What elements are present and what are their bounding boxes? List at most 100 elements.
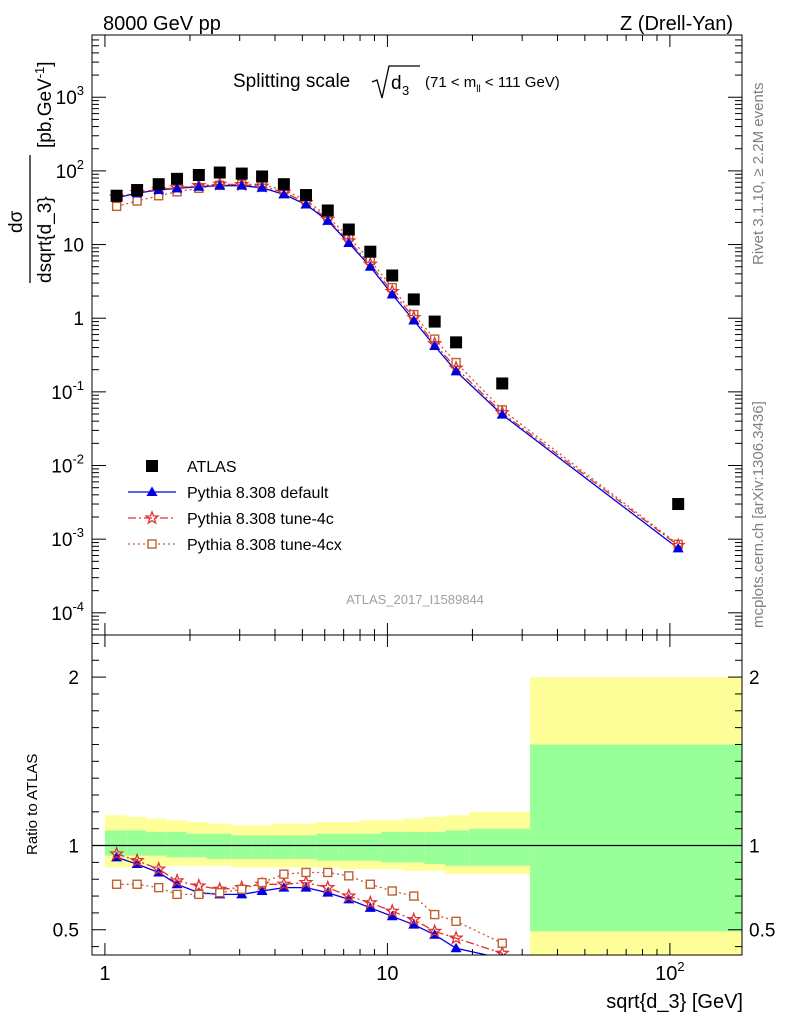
- data-point: [132, 196, 142, 206]
- data-point: [276, 876, 292, 891]
- stat-uncertainty-band: [251, 835, 272, 859]
- y-tick-label: 10: [63, 236, 84, 257]
- data-point: [384, 903, 400, 918]
- data-point: [110, 189, 123, 202]
- data-point: [147, 539, 157, 549]
- data-point: [501, 952, 504, 955]
- data-point: [171, 172, 184, 185]
- data-point: [364, 245, 377, 258]
- data-point: [299, 189, 312, 202]
- data-point: [111, 201, 122, 212]
- data-point: [672, 542, 684, 553]
- y-tick-label: 1: [68, 837, 79, 858]
- y-tick-label-right: 1: [749, 837, 760, 858]
- data-point: [215, 887, 225, 898]
- data-point: [451, 916, 461, 927]
- data-point: [428, 315, 441, 328]
- data-point: [450, 336, 463, 349]
- data-point: [320, 879, 336, 895]
- chart-title-main: Splitting scale: [233, 71, 350, 92]
- data-point: [300, 198, 312, 209]
- stat-uncertainty-band: [360, 833, 382, 861]
- data-point: [191, 877, 207, 893]
- chart-title-range: (71 < mll < 111 GeV): [425, 74, 560, 95]
- data-point: [132, 879, 142, 889]
- data-point: [322, 215, 334, 225]
- data-point: [342, 223, 355, 236]
- data-point: [171, 182, 183, 193]
- y-tick-label-right: 0.5: [749, 921, 775, 942]
- y-tick-label: 103: [56, 83, 84, 109]
- data-point: [169, 872, 185, 888]
- data-point: [364, 261, 376, 271]
- data-point: [408, 315, 420, 325]
- y-tick-label: 10-4: [51, 599, 84, 625]
- ratio-ylabel: Ratio to ATLAS: [24, 754, 41, 855]
- main-axis-ticks: 10-4 10-3 10-2 10-1 1 10 102 103: [51, 34, 742, 636]
- data-point: [277, 178, 290, 191]
- data-point: [236, 180, 248, 190]
- stat-uncertainty-band: [104, 830, 128, 856]
- data-point: [235, 167, 248, 180]
- legend-label: Pythia 8.308 tune-4c: [187, 511, 334, 528]
- stat-uncertainty-band: [146, 832, 167, 856]
- data-point: [152, 178, 165, 191]
- data-point: [257, 877, 267, 888]
- data-point: [343, 237, 355, 247]
- data-point: [256, 885, 268, 895]
- y-tick-label: 1: [73, 309, 84, 330]
- data-point: [450, 942, 462, 953]
- ratio-panel: 0.5 0.5 1 1 2 2 1 10 102 Ratio to ATLAS sqrt{d_3…: [24, 635, 775, 1013]
- data-point: [365, 879, 376, 889]
- process-label: Z (Drell-Yan): [620, 13, 733, 35]
- stat-uncertainty-band: [231, 835, 252, 859]
- y-tick-label: 102: [56, 157, 84, 183]
- data-point: [387, 886, 397, 896]
- data-point: [153, 882, 164, 893]
- watermark-label: ATLAS_2017_I1589844: [346, 592, 484, 607]
- data-point: [496, 409, 508, 419]
- stat-uncertainty-band: [530, 744, 742, 932]
- chart-title-d: d: [391, 73, 402, 94]
- ratio-axis-ticks: 0.5 0.5 1 1 2 2 1 10 102: [53, 635, 775, 985]
- x-tick-label: 10: [376, 963, 398, 985]
- data-point: [146, 460, 158, 472]
- data-point: [144, 509, 160, 525]
- data-point: [362, 894, 378, 910]
- stat-uncertainty-band: [294, 835, 317, 859]
- data-point: [279, 869, 289, 879]
- y-tick-label-right: 2: [749, 668, 760, 689]
- data-point: [213, 166, 226, 179]
- data-point: [256, 182, 268, 192]
- data-point: [408, 919, 420, 929]
- y-tick-label: 10-1: [51, 378, 84, 404]
- data-point: [672, 498, 685, 511]
- data-point: [192, 168, 205, 181]
- x-tick-label: 1: [99, 963, 110, 985]
- data-point: [409, 891, 419, 901]
- stat-uncertainty-band: [338, 833, 361, 861]
- y-tick-label: 2: [68, 668, 79, 689]
- x-tick-label: 102: [655, 959, 684, 985]
- ylabel-unit: [pb,GeV-1]: [32, 61, 56, 148]
- data-point: [386, 288, 398, 299]
- y-tick-label: 10-3: [51, 525, 84, 551]
- legend-label: Pythia 8.308 tune-4cx: [187, 537, 342, 554]
- data-point: [497, 938, 507, 948]
- data-point: [407, 293, 420, 306]
- data-point: [496, 377, 509, 390]
- data-point: [364, 902, 376, 912]
- data-point: [386, 269, 399, 282]
- ratio-frame: [91, 634, 743, 956]
- data-point: [344, 871, 354, 881]
- stat-uncertainty-band: [469, 828, 531, 866]
- data-point: [146, 486, 158, 496]
- stat-uncertainty-band: [127, 830, 147, 856]
- data-point: [214, 180, 226, 190]
- data-point: [194, 889, 204, 900]
- y-tick-label: 10-2: [51, 452, 84, 478]
- stat-uncertainty-band: [402, 832, 425, 863]
- data-point: [429, 340, 441, 350]
- data-point: [429, 909, 440, 920]
